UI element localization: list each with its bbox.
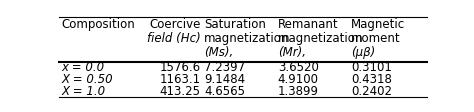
Text: 7.2397: 7.2397 [204, 61, 246, 74]
Text: 1.3899: 1.3899 [278, 85, 319, 98]
Text: 0.2402: 0.2402 [351, 85, 392, 98]
Text: 413.25: 413.25 [160, 85, 201, 98]
Text: Magnetic: Magnetic [351, 18, 405, 31]
Text: magnetization: magnetization [278, 32, 363, 45]
Text: 0.3101: 0.3101 [351, 61, 392, 74]
Text: magnetization: magnetization [204, 32, 290, 45]
Text: 3.6520: 3.6520 [278, 61, 319, 74]
Text: Saturation: Saturation [204, 18, 266, 31]
Text: X = 0.50: X = 0.50 [61, 73, 113, 86]
Text: 9.1484: 9.1484 [204, 73, 246, 86]
Text: (μβ): (μβ) [351, 46, 375, 59]
Text: Remanant: Remanant [278, 18, 338, 31]
Text: (Ms),: (Ms), [204, 46, 234, 59]
Text: Composition: Composition [61, 18, 135, 31]
Text: X = 1.0: X = 1.0 [61, 85, 105, 98]
Text: (Mr),: (Mr), [278, 46, 306, 59]
Text: Coercive: Coercive [149, 18, 201, 31]
Text: field (Hc): field (Hc) [147, 32, 201, 45]
Text: 0.4318: 0.4318 [351, 73, 392, 86]
Text: moment: moment [351, 32, 401, 45]
Text: 1163.1: 1163.1 [160, 73, 201, 86]
Text: 4.9100: 4.9100 [278, 73, 319, 86]
Text: 1576.6: 1576.6 [160, 61, 201, 74]
Text: x = 0.0: x = 0.0 [61, 61, 104, 74]
Text: 4.6565: 4.6565 [204, 85, 246, 98]
